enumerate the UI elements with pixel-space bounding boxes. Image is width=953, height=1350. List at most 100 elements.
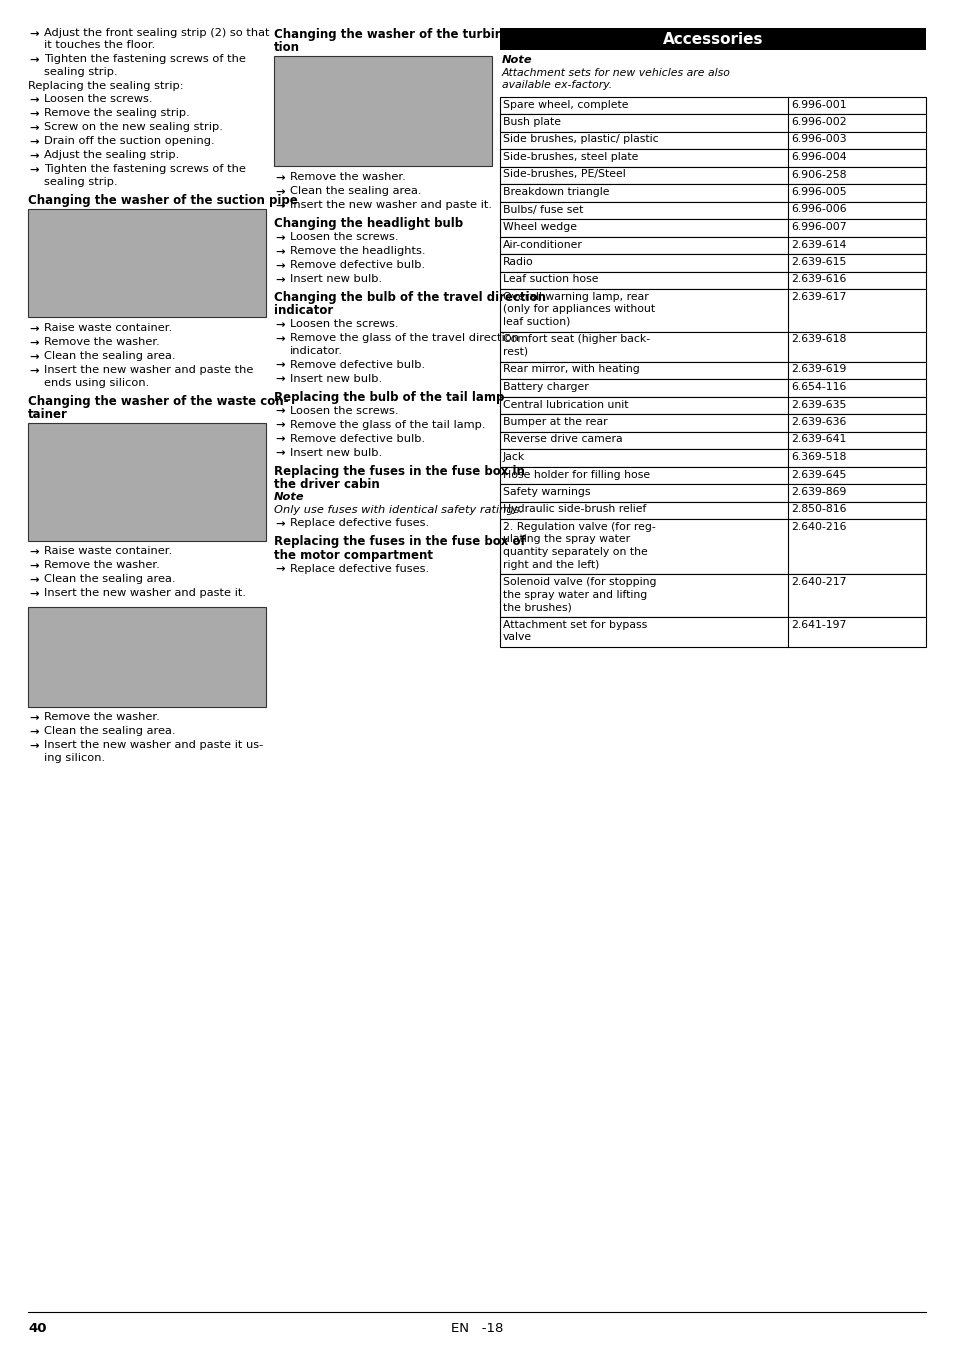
- Text: Overall warning lamp, rear: Overall warning lamp, rear: [502, 292, 648, 302]
- Text: →: →: [274, 201, 284, 211]
- Text: →: →: [274, 320, 284, 329]
- Text: →: →: [29, 741, 38, 752]
- Text: Replacing the bulb of the tail lamp: Replacing the bulb of the tail lamp: [274, 390, 504, 404]
- Text: Hose holder for filling hose: Hose holder for filling hose: [502, 470, 649, 479]
- Bar: [499, 166, 925, 184]
- Text: it touches the floor.: it touches the floor.: [44, 40, 155, 50]
- Text: →: →: [29, 151, 38, 162]
- Text: →: →: [29, 728, 38, 737]
- Text: Loosen the screws.: Loosen the screws.: [290, 232, 398, 242]
- Bar: [499, 113, 925, 131]
- Text: Clean the sealing area.: Clean the sealing area.: [290, 186, 421, 196]
- Text: 6.906-258: 6.906-258: [791, 170, 846, 180]
- Text: →: →: [274, 173, 284, 184]
- Text: Adjust the sealing strip.: Adjust the sealing strip.: [44, 150, 179, 161]
- Bar: [499, 219, 925, 236]
- Text: 40: 40: [28, 1322, 47, 1335]
- Text: Remove the headlights.: Remove the headlights.: [290, 246, 425, 256]
- Text: →: →: [274, 520, 284, 529]
- Text: 6.996-005: 6.996-005: [791, 188, 846, 197]
- Text: Replace defective fuses.: Replace defective fuses.: [290, 518, 429, 528]
- Bar: [499, 254, 925, 271]
- Text: →: →: [29, 123, 38, 134]
- Text: the motor compartment: the motor compartment: [274, 548, 433, 562]
- Text: rest): rest): [502, 347, 528, 356]
- Text: 2.639-869: 2.639-869: [791, 487, 846, 497]
- Text: Replacing the fuses in the fuse box of: Replacing the fuses in the fuse box of: [274, 536, 525, 548]
- Text: 6.996-001: 6.996-001: [791, 100, 846, 109]
- Text: Remove the washer.: Remove the washer.: [44, 560, 159, 571]
- Text: ing silicon.: ing silicon.: [44, 753, 105, 763]
- Text: Remove the washer.: Remove the washer.: [44, 338, 159, 347]
- Text: →: →: [274, 261, 284, 271]
- Text: →: →: [274, 333, 284, 344]
- Bar: [499, 271, 925, 289]
- Text: Side-brushes, PE/Steel: Side-brushes, PE/Steel: [502, 170, 625, 180]
- Text: Breakdown triangle: Breakdown triangle: [502, 188, 609, 197]
- Text: Replace defective fuses.: Replace defective fuses.: [290, 563, 429, 574]
- Text: Screw on the new sealing strip.: Screw on the new sealing strip.: [44, 123, 223, 132]
- Text: →: →: [274, 188, 284, 197]
- Text: →: →: [29, 109, 38, 120]
- Text: 6.654-116: 6.654-116: [791, 382, 846, 391]
- Bar: [499, 485, 925, 501]
- Bar: [499, 131, 925, 148]
- Text: Raise waste container.: Raise waste container.: [44, 547, 172, 556]
- Text: Changing the headlight bulb: Changing the headlight bulb: [274, 217, 462, 230]
- Bar: [499, 617, 925, 647]
- Text: Only use fuses with identical safety ratings.: Only use fuses with identical safety rat…: [274, 505, 522, 514]
- Text: →: →: [274, 564, 284, 575]
- Text: Remove defective bulb.: Remove defective bulb.: [290, 433, 425, 444]
- Text: Clean the sealing area.: Clean the sealing area.: [44, 575, 175, 585]
- Text: 2.639-635: 2.639-635: [791, 400, 846, 409]
- Text: Insert the new washer and paste it us-: Insert the new washer and paste it us-: [44, 741, 263, 751]
- Bar: [274, 55, 492, 166]
- Text: →: →: [29, 575, 38, 586]
- Bar: [499, 501, 925, 518]
- Text: tainer: tainer: [28, 408, 68, 420]
- Bar: [28, 423, 266, 540]
- Text: Air-conditioner: Air-conditioner: [502, 239, 582, 250]
- Text: →: →: [274, 448, 284, 459]
- Bar: [499, 362, 925, 379]
- Bar: [499, 450, 925, 467]
- Text: Drain off the suction opening.: Drain off the suction opening.: [44, 136, 214, 147]
- Text: Loosen the screws.: Loosen the screws.: [290, 319, 398, 329]
- Text: Side brushes, plastic/ plastic: Side brushes, plastic/ plastic: [502, 135, 658, 144]
- Text: Leaf suction hose: Leaf suction hose: [502, 274, 598, 285]
- Text: ulating the spray water: ulating the spray water: [502, 535, 630, 544]
- Text: Note: Note: [501, 55, 532, 65]
- Text: →: →: [29, 28, 38, 39]
- Text: →: →: [29, 562, 38, 571]
- Text: 2.639-636: 2.639-636: [791, 417, 846, 427]
- Bar: [499, 28, 925, 50]
- Text: Remove the sealing strip.: Remove the sealing strip.: [44, 108, 190, 119]
- Text: →: →: [274, 420, 284, 431]
- Text: Replacing the fuses in the fuse box in: Replacing the fuses in the fuse box in: [274, 464, 524, 478]
- Text: 2.639-619: 2.639-619: [791, 364, 846, 374]
- Text: EN   -18: EN -18: [451, 1322, 502, 1335]
- Text: Remove the washer.: Remove the washer.: [44, 713, 159, 722]
- Text: 2.639-641: 2.639-641: [791, 435, 846, 444]
- Text: Insert the new washer and paste it.: Insert the new washer and paste it.: [44, 589, 246, 598]
- Text: Comfort seat (higher back-: Comfort seat (higher back-: [502, 335, 649, 344]
- Text: 2.640-216: 2.640-216: [791, 522, 846, 532]
- Text: →: →: [274, 374, 284, 385]
- Text: Changing the washer of the waste con-: Changing the washer of the waste con-: [28, 394, 288, 408]
- Bar: [499, 414, 925, 432]
- Text: Remove the washer.: Remove the washer.: [290, 171, 405, 182]
- Text: 2.639-645: 2.639-645: [791, 470, 846, 479]
- Text: Replacing the sealing strip:: Replacing the sealing strip:: [28, 81, 183, 90]
- Text: 2.639-617: 2.639-617: [791, 292, 846, 302]
- Text: Rear mirror, with heating: Rear mirror, with heating: [502, 364, 639, 374]
- Bar: [499, 574, 925, 617]
- Bar: [499, 184, 925, 201]
- Text: 6.996-004: 6.996-004: [791, 153, 846, 162]
- Text: →: →: [29, 548, 38, 558]
- Text: Remove defective bulb.: Remove defective bulb.: [290, 261, 425, 270]
- Text: Bush plate: Bush plate: [502, 117, 560, 127]
- Text: ends using silicon.: ends using silicon.: [44, 378, 149, 387]
- Bar: [499, 432, 925, 450]
- Text: (only for appliances without: (only for appliances without: [502, 305, 655, 315]
- Text: Wheel wedge: Wheel wedge: [502, 221, 577, 232]
